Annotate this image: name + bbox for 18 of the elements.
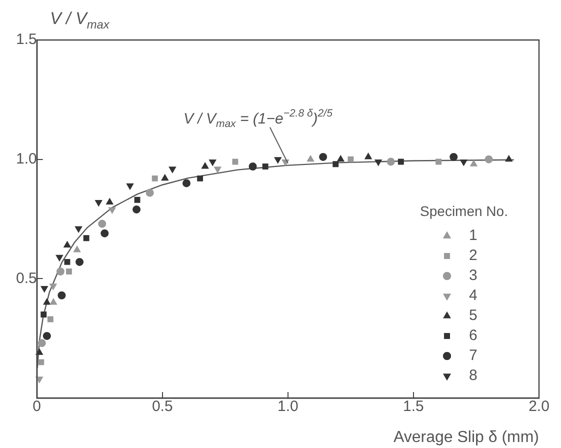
legend-label: 4 bbox=[469, 287, 478, 304]
legend-label: 8 bbox=[469, 367, 478, 384]
y-tick-label: 1.0 bbox=[16, 150, 37, 168]
legend-label: 5 bbox=[469, 307, 478, 324]
legend-title: Specimen No. bbox=[420, 203, 508, 219]
legend-label: 7 bbox=[469, 347, 478, 364]
x-tick-label: 0 bbox=[32, 398, 42, 416]
legend-label: 2 bbox=[469, 247, 478, 264]
y-tick-label: 1.5 bbox=[16, 31, 37, 48]
x-tick-label: 2.0 bbox=[528, 398, 550, 416]
legend-label: 1 bbox=[469, 227, 478, 244]
x-tick-label: 0.5 bbox=[152, 398, 173, 416]
x-tick-label: 1.5 bbox=[403, 398, 424, 416]
x-axis-title: Average Slip δ (mm) bbox=[393, 429, 540, 446]
x-tick-label: 1.0 bbox=[277, 398, 298, 416]
legend-label: 3 bbox=[469, 267, 478, 284]
y-tick-label: 0.5 bbox=[16, 270, 37, 287]
legend-label: 6 bbox=[469, 327, 478, 344]
